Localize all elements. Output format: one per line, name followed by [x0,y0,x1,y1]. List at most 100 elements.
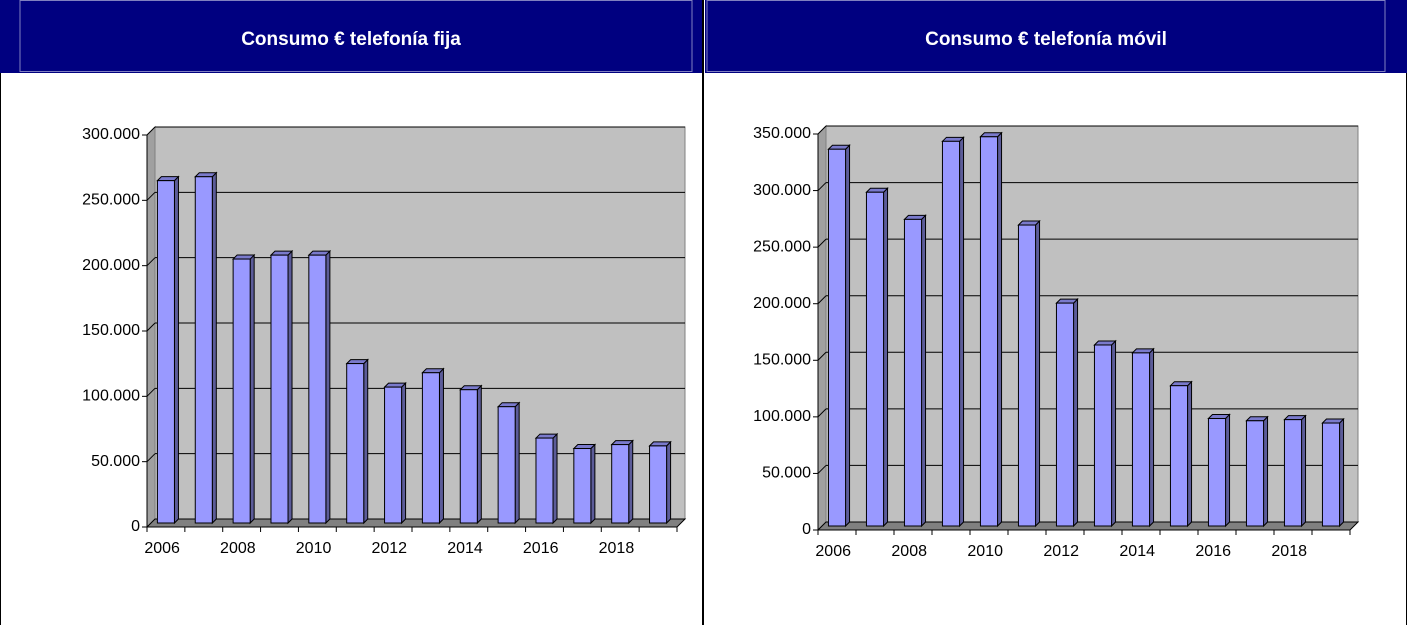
bar-front [827,148,847,527]
bar-side [959,136,965,528]
y-tick-label: 100.000 [82,388,140,405]
bar [307,249,332,525]
bar [534,432,559,525]
bar-top [496,402,521,408]
bar-side [1035,219,1041,528]
grid-line-side [146,387,156,397]
bar [194,171,218,525]
x-tick-label: 2006 [815,543,851,560]
y-tick-label: 250.000 [82,192,140,209]
bar [1283,414,1307,528]
chart-title: Consumo € telefonía fija [241,29,461,50]
bar [345,358,369,525]
bar [827,144,851,528]
bar-top [156,176,180,182]
grid-line-side [146,191,156,201]
bar [269,249,294,525]
bar [496,401,521,525]
bar-front [308,254,327,524]
bar-top [1245,416,1269,422]
header-frame [706,0,1386,72]
bar [979,131,1003,528]
bar-front [459,389,478,524]
bar [1245,415,1269,528]
floor [145,518,687,528]
bar-top [979,132,1003,138]
bar-front [1131,352,1151,527]
bar-top [903,214,927,220]
bar-side [401,381,407,525]
bar-top [1131,348,1155,354]
bar-front [346,363,365,524]
bar-front [1321,422,1341,527]
grid-line-side [817,465,827,474]
bar-front [535,437,554,524]
grid-line-side [817,125,827,135]
grid-line-side [817,295,827,305]
bar-side [921,214,927,528]
bar-front [865,191,885,527]
bar-top [1321,418,1345,424]
bar-side [1073,297,1079,528]
bar-side [883,187,889,528]
x-tick-label: 2016 [523,540,559,557]
bar-top [383,382,407,388]
x-tick-label: 2018 [1271,543,1307,560]
bar-front [421,372,440,524]
bar-front [573,448,592,524]
bar-side [1225,413,1231,528]
bar [1169,380,1193,528]
bar-front [384,386,403,524]
grid-line-side [817,351,827,361]
y-tick-label: 150.000 [82,322,140,339]
bar-side [438,367,444,525]
bar [459,384,483,525]
bar-side [1187,380,1193,528]
x-tick-label: 2012 [371,540,407,557]
y-tick-label: 50.000 [91,453,140,470]
bar [1017,219,1041,528]
grid-line-side [817,408,827,418]
floor [816,521,1360,531]
bar-side [363,358,369,525]
bar-top [1017,220,1041,226]
x-tick-label: 2006 [144,540,180,557]
bar-front [1207,418,1227,527]
bar-side [666,440,672,525]
bar-front [903,218,923,527]
bar-front [194,176,213,524]
x-tick-label: 2010 [296,540,332,557]
y-tick-label: 150.000 [753,352,811,369]
y-tick-label: 250.000 [753,238,811,255]
bar-side [476,384,482,525]
bar-front [979,136,999,527]
bar-top [231,254,256,260]
bar [1321,417,1345,528]
bar-front [941,140,961,527]
bar-top [865,187,889,193]
bar [1093,339,1117,528]
grid-line-side [817,238,827,248]
bar [383,381,407,525]
bar-top [648,441,672,447]
y-tick-label: 300.000 [82,126,140,143]
grid-line-side [146,453,156,463]
bar-top [534,433,559,439]
bar-top [1283,415,1307,421]
x-tick-label: 2008 [220,540,256,557]
bar-side [628,439,634,525]
bar-side [845,144,851,528]
bar-front [1093,344,1113,527]
x-tick-label: 2018 [599,540,635,557]
bar-side [1339,417,1345,528]
bar-front [156,180,175,524]
bar [1131,347,1155,528]
bar-front [1055,302,1075,527]
bar-front [1283,419,1303,527]
bar [865,187,889,528]
header-bar [0,0,702,73]
y-tick-label: 0 [131,518,140,535]
bar-side [552,432,558,525]
grid-line-side [146,126,156,136]
bar-top [421,368,445,374]
